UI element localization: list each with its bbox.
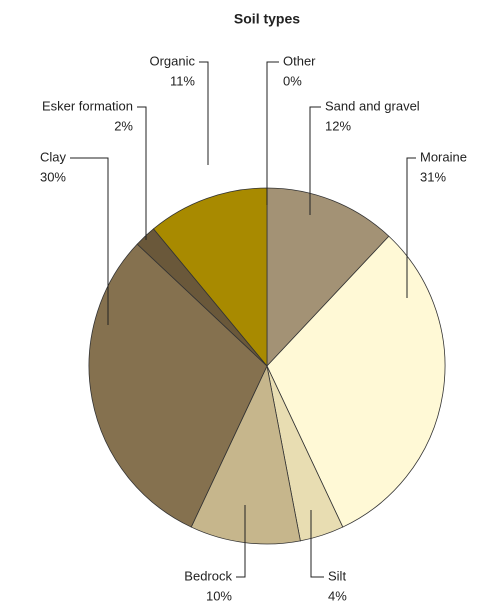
pie-slice — [266, 235, 446, 528]
slice-label: Moraine — [420, 149, 467, 164]
slice-value-label: 30% — [40, 169, 66, 184]
slice-value-label: 10% — [206, 588, 232, 603]
slice-label: Clay — [40, 149, 67, 164]
slice-label: Esker formation — [42, 98, 133, 113]
leader-line — [236, 505, 246, 578]
slice-label: Bedrock — [184, 568, 232, 583]
slice-value-label: 0% — [283, 73, 302, 88]
leader-line — [199, 61, 209, 165]
pie-slice — [88, 243, 268, 528]
chart-title: Soil types — [234, 11, 300, 27]
leader-line — [406, 157, 416, 298]
pie-slice — [152, 187, 268, 368]
leader-line — [137, 106, 147, 240]
slice-label: Other — [283, 53, 316, 68]
leader-line — [70, 157, 109, 325]
leader-line — [266, 61, 279, 205]
pie-slice — [266, 187, 390, 368]
slice-label: Silt — [328, 568, 346, 583]
slice-value-label: 2% — [114, 118, 133, 133]
leader-line — [310, 510, 324, 578]
slice-label: Organic — [149, 53, 195, 68]
slice-value-label: 31% — [420, 169, 446, 184]
slice-label: Sand and gravel — [325, 98, 420, 113]
slice-value-label: 11% — [170, 73, 195, 88]
slice-value-label: 4% — [328, 588, 347, 603]
slice-value-label: 12% — [325, 118, 351, 133]
leader-line — [309, 106, 321, 215]
